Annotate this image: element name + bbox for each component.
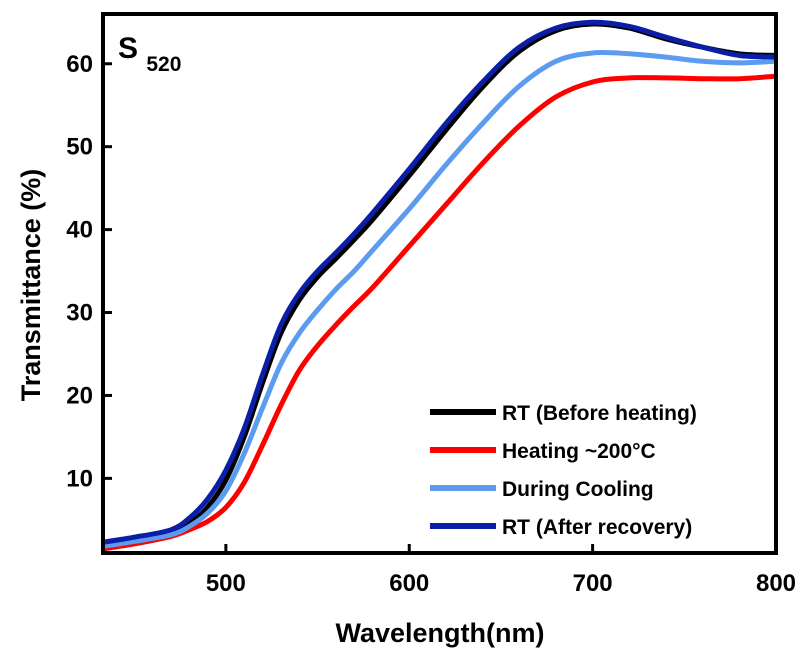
series-lines: [103, 19, 776, 552]
x-tick-label: 600: [389, 570, 429, 597]
legend: RT (Before heating) Heating ~200°C During …: [430, 402, 697, 539]
y-tick-label: 30: [66, 300, 93, 327]
y-axis-title: Transmittance (%): [16, 169, 46, 402]
y-tick-label: 50: [66, 134, 93, 161]
x-tick-label: 800: [756, 570, 796, 597]
plot-frame: [101, 12, 778, 555]
panel-label-main: S: [118, 32, 138, 65]
panel-label: S 520: [118, 32, 181, 76]
legend-label-2: Heating ~200°C: [502, 440, 656, 463]
x-tick-label: 700: [573, 570, 613, 597]
legend-label-4: RT (After recovery): [502, 516, 692, 539]
y-tick-label: 40: [66, 217, 93, 244]
x-tick-label: 500: [206, 570, 246, 597]
panel-label-subscript: 520: [146, 53, 181, 76]
series-line-4: [103, 19, 776, 545]
series-line-3: [103, 49, 776, 549]
legend-label-1: RT (Before heating): [502, 402, 697, 425]
x-axis-title: Wavelength(nm): [336, 618, 545, 648]
y-tick-label: 20: [66, 382, 93, 409]
series-line-2: [103, 73, 776, 552]
y-tick-label: 10: [66, 465, 93, 492]
y-tick-label: 60: [66, 51, 93, 78]
series-line-1: [103, 21, 776, 548]
legend-label-3: During Cooling: [502, 478, 654, 501]
axis-ticks: 500 600 700 800 10 20 30 40 50 60: [66, 51, 796, 597]
